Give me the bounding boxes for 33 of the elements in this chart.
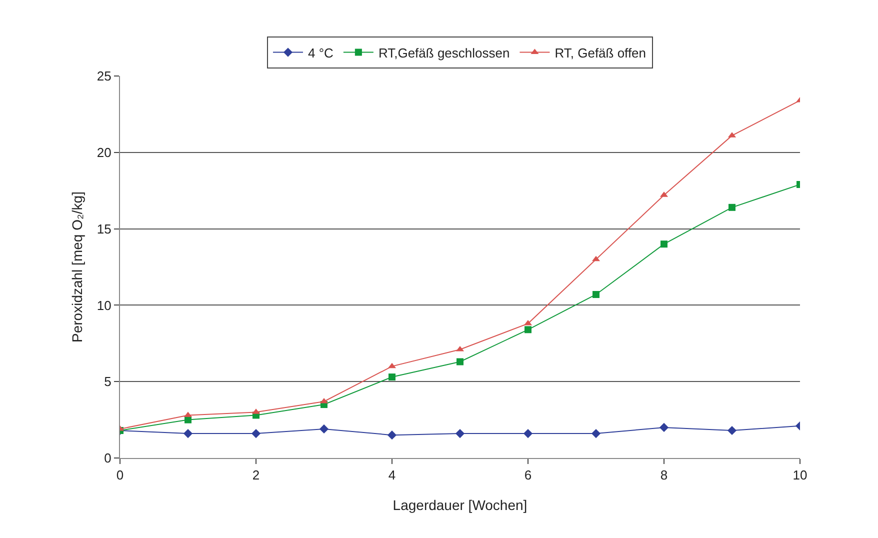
y-tick-label: 5 <box>104 374 112 390</box>
x-tick-label: 2 <box>252 468 260 483</box>
point <box>728 204 736 211</box>
point <box>387 430 397 440</box>
x-tick-label: 10 <box>792 468 808 483</box>
y-tick-label: 0 <box>104 450 112 466</box>
point <box>660 240 668 248</box>
point <box>456 358 464 366</box>
x-tick-label: 4 <box>388 468 396 483</box>
legend-label: RT, Gefäß offen <box>554 45 646 60</box>
y-tick-label: 20 <box>96 144 112 160</box>
y-axis-title: Peroxidzahl [meq O₂/kg] <box>69 192 85 342</box>
point <box>319 424 329 434</box>
point <box>184 416 192 424</box>
y-tick-label: 15 <box>96 221 112 236</box>
point <box>727 426 737 436</box>
x-tick-label: 0 <box>116 468 124 483</box>
x-tick-label: 8 <box>660 468 668 483</box>
point <box>524 326 532 334</box>
legend-label: RT,Gefäß geschlossen <box>378 45 510 60</box>
point <box>251 429 261 438</box>
x-axis-title: Lagerdauer [Wochen] <box>392 497 528 513</box>
point <box>592 291 600 298</box>
y-tick-label: 25 <box>96 68 112 84</box>
point <box>591 429 601 438</box>
point <box>388 374 396 381</box>
point <box>523 429 533 438</box>
x-tick-label: 6 <box>524 468 532 483</box>
point <box>659 422 669 432</box>
point <box>455 429 465 438</box>
y-tick-label: 10 <box>96 298 112 313</box>
legend-label: 4 °C <box>308 45 334 60</box>
point <box>183 429 193 438</box>
